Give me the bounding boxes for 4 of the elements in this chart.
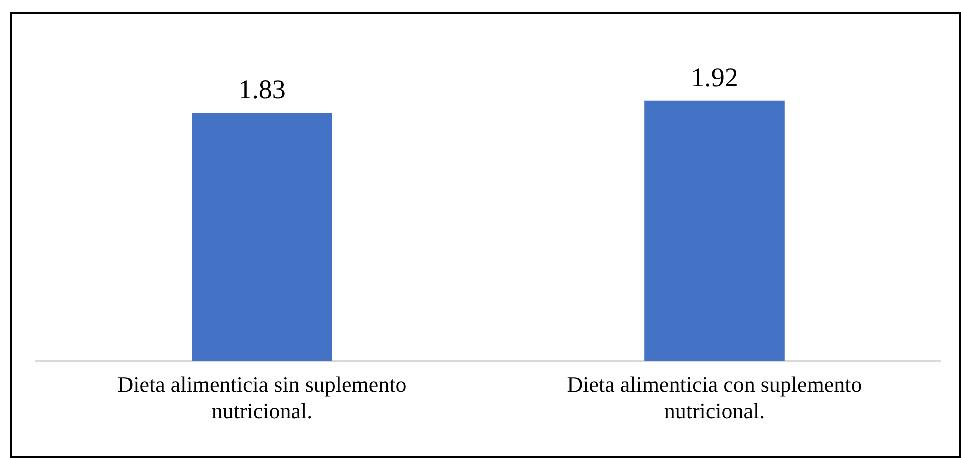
x-tick-label: Dieta alimenticia con suplemento nutricional. <box>567 372 862 424</box>
data-label: 1.92 <box>691 62 738 92</box>
data-label: 1.83 <box>238 74 286 105</box>
x-tick-label: Dieta alimenticia sin suplemento nutricional. <box>118 372 407 424</box>
